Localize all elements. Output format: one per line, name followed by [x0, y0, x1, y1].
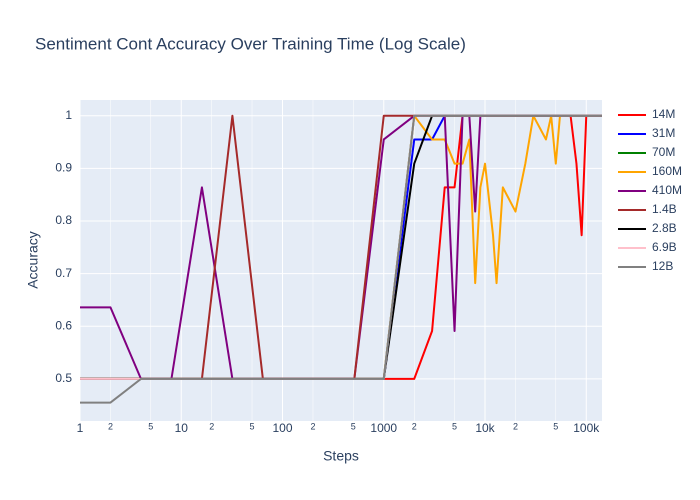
legend-label: 12B [652, 259, 673, 273]
legend-label: 160M [652, 164, 682, 178]
x-tick-label: 5 [250, 421, 255, 431]
legend-label: 14M [652, 107, 675, 121]
series-line [80, 114, 602, 404]
legend-label: 2.8B [652, 221, 677, 235]
legend-label: 1.4B [652, 202, 677, 216]
plot-area [80, 100, 602, 421]
legend-label: 410M [652, 183, 682, 197]
y-tick-label: 0.7 [55, 266, 72, 280]
x-tick-label: 2 [513, 421, 518, 431]
x-tick-label: 2 [108, 421, 113, 431]
x-tick-label: 2 [412, 421, 417, 431]
y-tick-label: 1 [65, 108, 72, 122]
x-axis-title: Steps [323, 448, 359, 464]
x-tick-label: 2 [310, 421, 315, 431]
y-tick-label: 0.6 [55, 318, 72, 332]
y-tick-label: 0.5 [55, 371, 72, 385]
chart-title: Sentiment Cont Accuracy Over Training Ti… [35, 34, 466, 53]
legend-label: 70M [652, 145, 675, 159]
x-tick-label: 1 [77, 421, 84, 435]
legend-label: 31M [652, 126, 675, 140]
x-tick-label: 5 [351, 421, 356, 431]
x-tick-label: 100 [272, 421, 292, 435]
x-tick-label: 2 [209, 421, 214, 431]
x-tick-label: 5 [553, 421, 558, 431]
legend-label: 6.9B [652, 240, 677, 254]
x-tick-label: 1000 [370, 421, 397, 435]
x-tick-label: 5 [452, 421, 457, 431]
y-tick-label: 0.8 [55, 213, 72, 227]
x-tick-label: 100k [573, 421, 600, 435]
x-tick-label: 10 [175, 421, 189, 435]
y-tick-label: 0.9 [55, 161, 72, 175]
y-axis-title: Accuracy [25, 231, 41, 289]
x-tick-label: 5 [148, 421, 153, 431]
x-tick-label: 10k [475, 421, 495, 435]
